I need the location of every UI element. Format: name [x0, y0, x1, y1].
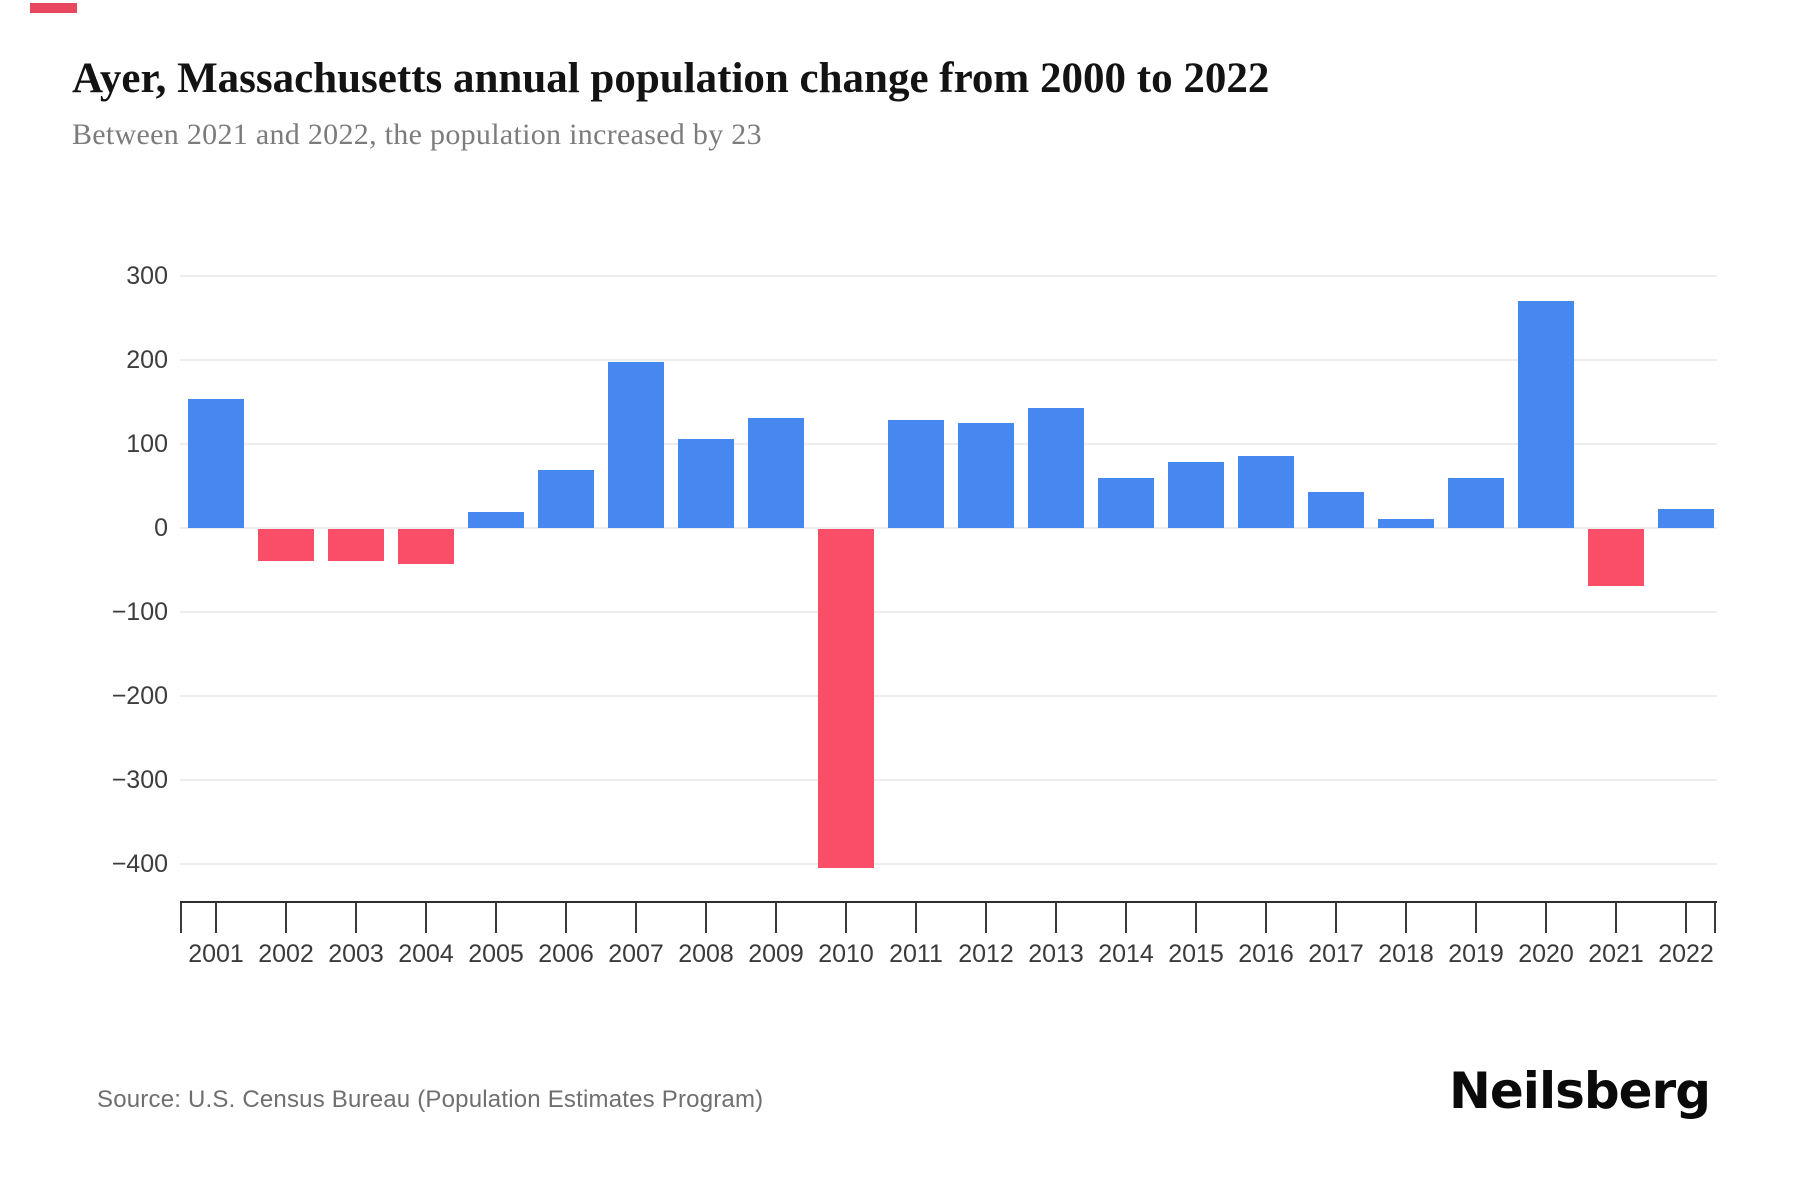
gridline--100 [180, 611, 1717, 613]
y-axis-label-100: 100 [126, 430, 168, 458]
gridline--200 [180, 695, 1717, 697]
x-axis-label-2015: 2015 [1168, 940, 1224, 968]
x-axis-label-2010: 2010 [818, 940, 874, 968]
bar-2014 [1098, 478, 1154, 528]
x-axis-tick-16 [1265, 903, 1267, 933]
bar-2021 [1588, 529, 1644, 586]
x-axis-tick-11 [915, 903, 917, 933]
x-axis-tick-14 [1125, 903, 1127, 933]
x-axis-label-2014: 2014 [1098, 940, 1154, 968]
x-axis-tick-20 [1545, 903, 1547, 933]
x-axis-label-2002: 2002 [258, 940, 314, 968]
neilsberg-logo: Neilsberg [1449, 1062, 1711, 1120]
x-axis-line [180, 901, 1717, 903]
x-axis-tick-8 [705, 903, 707, 933]
x-axis-label-2016: 2016 [1238, 940, 1294, 968]
x-axis-label-2007: 2007 [608, 940, 664, 968]
bar-2004 [398, 529, 454, 564]
bar-2011 [888, 420, 944, 528]
x-axis-label-2005: 2005 [468, 940, 524, 968]
bar-2019 [1448, 478, 1504, 528]
x-axis-tick-17 [1335, 903, 1337, 933]
x-axis-label-2021: 2021 [1588, 940, 1644, 968]
x-axis-label-2012: 2012 [958, 940, 1014, 968]
bar-2008 [678, 439, 734, 528]
x-axis-tick-15 [1195, 903, 1197, 933]
x-axis-tick-0 [180, 903, 182, 933]
x-axis-label-2008: 2008 [678, 940, 734, 968]
gridline--300 [180, 779, 1717, 781]
x-axis-label-2022: 2022 [1658, 940, 1714, 968]
bar-2010 [818, 529, 874, 868]
x-axis-label-2001: 2001 [188, 940, 244, 968]
y-axis-label--400: −400 [111, 850, 168, 878]
x-axis-label-2004: 2004 [398, 940, 454, 968]
y-axis-label--200: −200 [111, 682, 168, 710]
x-axis-label-2019: 2019 [1448, 940, 1504, 968]
x-axis-label-2003: 2003 [328, 940, 384, 968]
bar-2003 [328, 529, 384, 561]
y-axis-label-0: 0 [154, 514, 168, 542]
bar-2007 [608, 362, 664, 528]
source-attribution: Source: U.S. Census Bureau (Population E… [97, 1086, 764, 1113]
x-axis-label-2009: 2009 [748, 940, 804, 968]
x-axis-label-2020: 2020 [1518, 940, 1574, 968]
gridline-0 [180, 527, 1717, 529]
x-axis-tick-18 [1405, 903, 1407, 933]
bar-2017 [1308, 492, 1364, 528]
x-axis-tick-12 [985, 903, 987, 933]
x-axis-tick-3 [355, 903, 357, 933]
x-axis-tick-10 [845, 903, 847, 933]
x-axis-tick-5 [495, 903, 497, 933]
x-axis-tick-22 [1685, 903, 1687, 933]
bar-2002 [258, 529, 314, 561]
y-axis-label-300: 300 [126, 262, 168, 290]
x-axis-label-2013: 2013 [1028, 940, 1084, 968]
bar-2016 [1238, 456, 1294, 528]
y-axis-label--100: −100 [111, 598, 168, 626]
top-left-accent-mark [30, 3, 77, 13]
x-axis-tick-13 [1055, 903, 1057, 933]
bar-2012 [958, 423, 1014, 528]
bar-2022 [1658, 509, 1714, 528]
gridline-200 [180, 359, 1717, 361]
x-axis-tick-2 [285, 903, 287, 933]
gridline-300 [180, 275, 1717, 277]
bar-2005 [468, 512, 524, 528]
x-axis-tick-6 [565, 903, 567, 933]
chart-title: Ayer, Massachusetts annual population ch… [72, 55, 1270, 102]
bar-2013 [1028, 408, 1084, 528]
y-axis-label--300: −300 [111, 766, 168, 794]
bar-2009 [748, 418, 804, 528]
bar-2018 [1378, 519, 1434, 528]
bar-2006 [538, 470, 594, 528]
x-axis-tick-1 [215, 903, 217, 933]
y-axis-label-200: 200 [126, 346, 168, 374]
x-axis-label-2017: 2017 [1308, 940, 1364, 968]
x-axis-label-2018: 2018 [1378, 940, 1434, 968]
x-axis-label-2006: 2006 [538, 940, 594, 968]
bar-2001 [188, 399, 244, 528]
bar-2015 [1168, 462, 1224, 528]
x-axis-label-2011: 2011 [889, 940, 943, 968]
bar-2020 [1518, 301, 1574, 528]
chart-subtitle: Between 2021 and 2022, the population in… [72, 118, 762, 151]
gridline--400 [180, 863, 1717, 865]
x-axis-tick-9 [775, 903, 777, 933]
x-axis-tick-4 [425, 903, 427, 933]
x-axis-tick-21 [1615, 903, 1617, 933]
x-axis-tick-7 [635, 903, 637, 933]
x-axis-tick-23 [1714, 903, 1716, 933]
x-axis-tick-19 [1475, 903, 1477, 933]
gridline-100 [180, 443, 1717, 445]
